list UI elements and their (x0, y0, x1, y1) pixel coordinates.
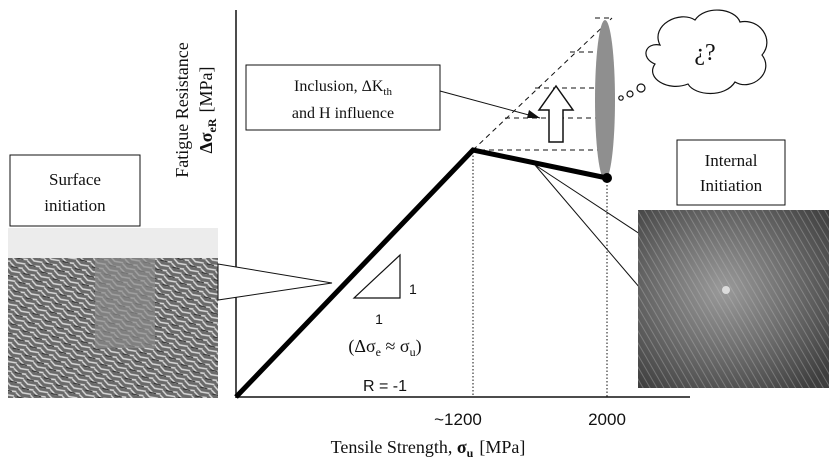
internal-label-2: Initiation (700, 176, 763, 195)
relation: (Δσe ≈ σu) (348, 336, 421, 359)
y-axis-label-1: Fatigue Resistance (172, 42, 192, 177)
internal-label-1: Internal (705, 151, 758, 170)
slope-horizontal: 1 (375, 311, 383, 327)
relation-open: (Δσ (348, 336, 376, 357)
relation-close: ) (416, 336, 422, 357)
internal-photo-texture (638, 210, 829, 388)
y-label-subscript: eR (205, 118, 219, 132)
internal-callout-2 (535, 165, 640, 288)
inclusion-arrowhead (527, 110, 540, 118)
bubble-text: ¿? (694, 40, 715, 66)
x-label-unit: [MPa] (479, 437, 525, 457)
stress-ratio: R = -1 (363, 378, 407, 395)
surface-photo-origin (95, 258, 155, 348)
x-axis-label: Tensile Strength, σu [MPa] (331, 437, 526, 458)
internal-label-box (677, 140, 785, 205)
inclusion-line2: and H influence (292, 105, 394, 122)
inclusion-line1: Inclusion, ΔK (294, 78, 384, 95)
slope-triangle (354, 255, 400, 298)
relation-mid: ≈ σ (381, 336, 410, 356)
inclusion-subscript: th (383, 86, 392, 98)
diagram: Inclusion, ΔKth and H influence ¿? 1 1 (… (0, 0, 829, 458)
end-point (602, 173, 612, 183)
surface-label-2: initiation (44, 196, 106, 215)
scatter-band (595, 20, 615, 180)
fatigue-curve (236, 150, 607, 397)
x-label-subscript: u (467, 446, 474, 458)
x-label-text: Tensile Strength, (331, 437, 457, 457)
y-label-unit: [MPa] (196, 66, 216, 112)
surface-label-box (10, 155, 140, 226)
internal-inclusion (722, 286, 730, 294)
extrapolation (473, 18, 612, 150)
surface-photo-edge (8, 228, 218, 258)
x-label-symbol: σ (457, 437, 467, 457)
page: Inclusion, ΔKth and H influence ¿? 1 1 (… (0, 0, 829, 458)
surface-label-1: Surface (49, 170, 101, 189)
thought-bubble (619, 10, 767, 100)
y-axis-label-2: ΔσeR [MPa] (196, 66, 219, 153)
up-arrow (539, 86, 573, 142)
x-tick-label: 2000 (588, 410, 626, 429)
x-tick-label: ~1200 (434, 410, 482, 429)
surface-callout (218, 264, 332, 300)
slope-vertical: 1 (409, 281, 417, 297)
y-label-symbol: Δσ (196, 132, 216, 153)
inclusion-arrow (440, 91, 540, 118)
